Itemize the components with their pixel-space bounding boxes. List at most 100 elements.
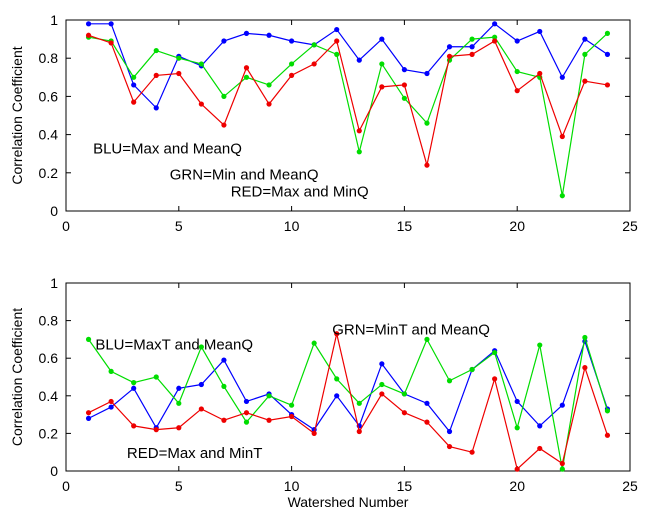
- data-point: [266, 393, 272, 399]
- x-tick-label: 20: [509, 218, 525, 234]
- y-tick-label: 1: [50, 12, 58, 28]
- data-point: [401, 391, 407, 397]
- series-line: [88, 333, 609, 471]
- data-point: [198, 406, 204, 412]
- data-point: [401, 410, 407, 416]
- series-line: [88, 32, 608, 196]
- series-3: [85, 331, 611, 472]
- data-point: [469, 449, 475, 455]
- data-point: [243, 419, 250, 425]
- data-point: [221, 417, 227, 423]
- x-tick-label: 20: [509, 478, 525, 494]
- data-point: [153, 105, 159, 111]
- data-point: [289, 72, 295, 78]
- data-point: [243, 30, 250, 36]
- data-point: [446, 44, 453, 50]
- series-annotation: RED=Max and MinT: [127, 445, 262, 462]
- y-tick-label: 0.6: [39, 88, 59, 104]
- data-point: [424, 162, 430, 168]
- data-point: [311, 340, 317, 346]
- data-point: [424, 336, 430, 342]
- data-point: [537, 445, 543, 452]
- series-2: [85, 334, 611, 472]
- data-point: [446, 428, 453, 435]
- data-point: [108, 398, 114, 405]
- data-point: [176, 425, 182, 431]
- chart-panel-1: 0 5 10 15 20 25 0 0.2 0.4 0.6 0.8 1 Correlation Coef…: [9, 12, 638, 234]
- data-point: [108, 21, 114, 27]
- data-point: [604, 408, 611, 414]
- x-tick-label: 25: [622, 218, 638, 234]
- data-point: [559, 460, 565, 467]
- data-point: [537, 342, 543, 348]
- data-point: [198, 344, 204, 350]
- data-point: [469, 44, 475, 50]
- data-point: [153, 427, 159, 433]
- data-point: [514, 68, 520, 75]
- y-tick-label: 0.8: [39, 50, 59, 66]
- data-point: [537, 28, 543, 35]
- data-point: [176, 400, 182, 406]
- x-tick-label: 15: [397, 218, 413, 234]
- data-point: [492, 38, 498, 44]
- data-point: [582, 78, 588, 84]
- y-tick-label: 0.2: [39, 425, 59, 441]
- y-tick-label: 0.4: [39, 127, 59, 143]
- data-point: [559, 74, 565, 80]
- x-tick-label: 5: [175, 218, 183, 234]
- data-point: [131, 74, 137, 80]
- data-point: [221, 383, 227, 389]
- series-line: [88, 34, 608, 166]
- data-point: [446, 378, 453, 384]
- data-point: [379, 381, 385, 388]
- data-point: [604, 82, 611, 88]
- data-point: [356, 128, 362, 134]
- data-point: [266, 417, 272, 423]
- data-point: [266, 32, 272, 38]
- data-point: [582, 334, 588, 341]
- series-annotation: RED=Max and MinQ: [231, 184, 369, 201]
- data-point: [379, 84, 385, 90]
- data-point: [85, 415, 92, 421]
- data-point: [582, 36, 588, 42]
- series-line: [88, 337, 609, 470]
- data-point: [582, 365, 588, 371]
- data-point: [356, 149, 362, 155]
- data-point: [514, 466, 520, 472]
- data-point: [221, 93, 227, 99]
- data-point: [334, 331, 340, 337]
- data-point: [289, 38, 295, 44]
- series-annotation: BLU=Max and MeanQ: [93, 141, 242, 158]
- data-point: [559, 133, 565, 140]
- data-point: [356, 428, 362, 435]
- data-point: [492, 34, 498, 40]
- data-point: [131, 385, 137, 391]
- data-point: [446, 53, 453, 59]
- data-point: [108, 368, 114, 374]
- data-point: [334, 26, 340, 33]
- data-point: [469, 366, 475, 373]
- data-point: [379, 36, 385, 42]
- y-tick-label: 0.6: [39, 350, 59, 366]
- data-point: [198, 61, 204, 67]
- data-point: [559, 466, 565, 472]
- data-point: [446, 443, 453, 450]
- x-tick-label: 0: [62, 218, 70, 234]
- chart-panel-2: 0 5 10 15 20 25 0 0.2 0.4 0.6 0.8 1 Correlation Coef…: [9, 275, 638, 510]
- x-tick-label: 5: [175, 478, 183, 494]
- data-point: [243, 398, 250, 405]
- data-point: [424, 419, 430, 425]
- data-point: [153, 72, 159, 78]
- data-point: [85, 336, 92, 342]
- data-point: [492, 349, 498, 356]
- data-point: [401, 67, 407, 73]
- plot-area-frame: [65, 282, 631, 472]
- data-point: [424, 120, 430, 126]
- data-point: [266, 101, 272, 107]
- data-point: [221, 38, 227, 44]
- y-tick-label: 0: [50, 203, 58, 219]
- data-point: [311, 430, 317, 436]
- data-point: [131, 82, 137, 88]
- data-point: [379, 61, 385, 67]
- series-line: [88, 23, 608, 109]
